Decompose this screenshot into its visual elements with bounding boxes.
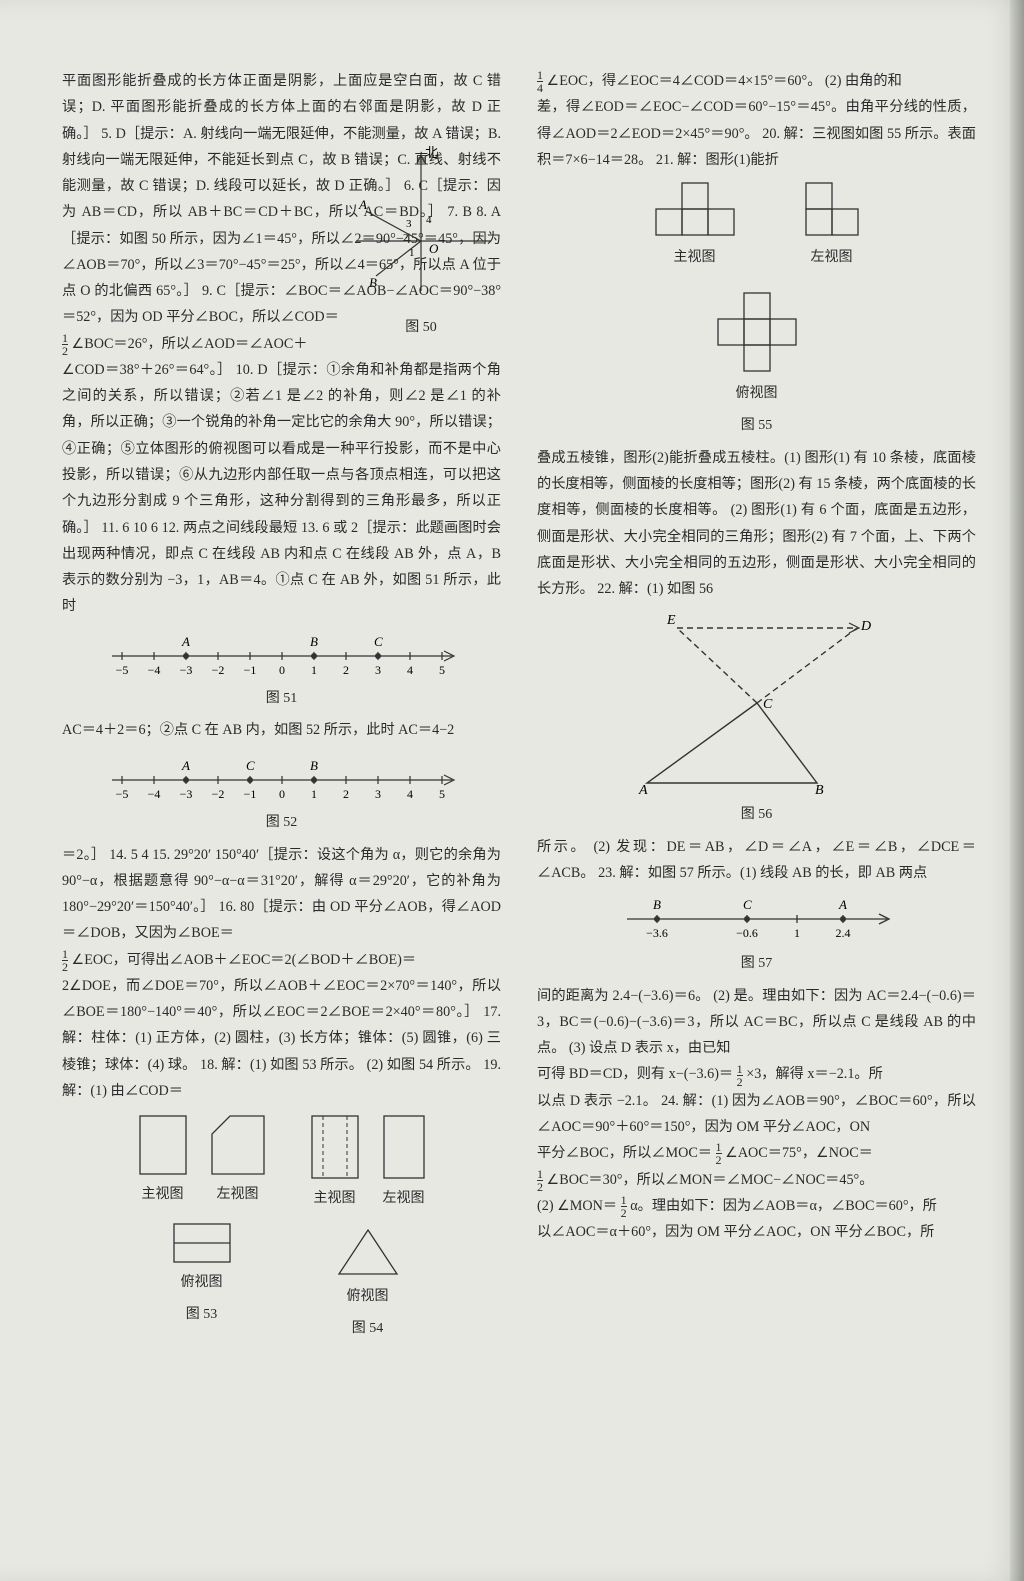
page: 平面图形能折叠成的长方体正面是阴影，上面应是空白面，故 C 错误；D. 平面图形…: [0, 0, 1024, 1581]
svg-text:0: 0: [279, 663, 285, 677]
svg-text:−0.6: −0.6: [736, 926, 758, 940]
left-para-3: AC＝4＋2＝6；②点 C 在 AB 内，如图 52 所示，此时 AC＝4−2: [62, 717, 501, 743]
fig-51: A B C −5 −4 −3 −2 −1 0 1 2 3 4 5 图 51: [62, 626, 501, 712]
svg-text:B: B: [310, 758, 318, 773]
fig55-top: 俯视图: [537, 381, 976, 407]
fig-52-label: 图 52: [62, 810, 501, 836]
svg-text:−5: −5: [115, 787, 128, 801]
svg-text:−4: −4: [147, 663, 160, 677]
svg-text:2: 2: [343, 663, 349, 677]
right-para-1a: 14 ∠EOC，得∠EOC＝4∠COD＝4×15°＝60°。 (2) 由角的和: [537, 68, 976, 94]
svg-text:5: 5: [439, 663, 445, 677]
fig-52: A C B −5 −4 −3 −2 −1 0 1 2 3 4 5 图 52: [62, 750, 501, 836]
right-para-1: 差，得∠EOD＝∠EOC−∠COD＝60°−15°＝45°。由角平分线的性质，得…: [537, 94, 976, 173]
fig55-label: 图 55: [537, 413, 976, 439]
fig55-front: 主视图: [650, 245, 740, 271]
svg-text:2: 2: [343, 787, 349, 801]
svg-text:3: 3: [375, 787, 381, 801]
svg-text:A: A: [838, 897, 847, 912]
svg-text:A: A: [638, 783, 648, 798]
svg-text:3: 3: [375, 663, 381, 677]
svg-text:B: B: [310, 634, 318, 649]
svg-text:D: D: [860, 619, 871, 634]
text: ×3，解得 x＝−2.1。所: [746, 1066, 883, 1082]
text: ∠EOC，得∠EOC＝4∠COD＝4×15°＝60°。 (2) 由角的和: [547, 73, 902, 89]
left-para-4b: 12 ∠EOC，可得出∠AOB＋∠EOC＝2(∠BOD＋∠BOE)＝: [62, 947, 501, 973]
fig-56: A B C E D 图 56: [537, 608, 976, 828]
svg-text:1: 1: [311, 787, 317, 801]
svg-text:C: C: [246, 758, 255, 773]
text: 可得 BD＝CD，则有 x−(−3.6)＝: [537, 1066, 733, 1082]
fig53-label: 图 53: [136, 1302, 268, 1328]
svg-text:0: 0: [279, 787, 285, 801]
right-para-5c: 12 ∠BOC＝30°，所以∠MON＝∠MOC−∠NOC＝45°。: [537, 1167, 976, 1193]
text: ∠BOC＝26°，所以∠AOD＝∠AOC＋: [72, 336, 308, 352]
svg-text:4: 4: [407, 663, 413, 677]
text: ∠AOC＝75°，∠NOC＝: [725, 1145, 873, 1161]
svg-text:1: 1: [794, 926, 800, 940]
fig57-label: 图 57: [537, 951, 976, 977]
svg-text:−1: −1: [243, 663, 256, 677]
text: 平面图形能折叠成的长方体正面是阴影，上面应是空白面，故 C 错误；D. 平面图形…: [62, 73, 501, 325]
svg-text:1: 1: [311, 663, 317, 677]
svg-text:4: 4: [407, 787, 413, 801]
text: (2) ∠MON＝: [537, 1198, 617, 1214]
text: 平分∠BOC，所以∠MOC＝: [537, 1145, 712, 1161]
fig-50-label: 图 50: [341, 315, 501, 341]
svg-text:−3: −3: [179, 663, 192, 677]
svg-text:−2: −2: [211, 663, 224, 677]
right-para-3: 所示。 (2) 发现：DE＝AB，∠D＝∠A，∠E＝∠B，∠DCE＝∠ACB。 …: [537, 834, 976, 887]
fig53-top: 俯视图: [136, 1270, 268, 1296]
text: ∠BOC＝30°，所以∠MON＝∠MOC−∠NOC＝45°。: [547, 1172, 874, 1188]
fig-51-svg: A B C −5 −4 −3 −2 −1 0 1 2 3 4 5: [92, 626, 472, 682]
right-para-4b: 可得 BD＝CD，则有 x−(−3.6)＝ 12 ×3，解得 x＝−2.1。所: [537, 1061, 976, 1087]
fig54-top: 俯视图: [308, 1284, 428, 1310]
svg-text:−5: −5: [115, 663, 128, 677]
left-para-2: ∠COD＝38°＋26°＝64°。］ 10. D［提示：①余角和补角都是指两个角…: [62, 357, 501, 620]
right-para-6: (2) ∠MON＝ 12 α。理由如下：因为∠AOB＝α，∠BOC＝60°，所: [537, 1193, 976, 1219]
text: α。理由如下：因为∠AOB＝α，∠BOC＝60°，所: [630, 1198, 937, 1214]
svg-text:C: C: [763, 697, 773, 712]
left-para-5: 2∠DOE，而∠DOE＝70°，所以∠AOB＋∠EOC＝2×70°＝140°，所…: [62, 973, 501, 1104]
fig54-front: 主视图: [308, 1186, 362, 1212]
svg-text:A: A: [181, 634, 190, 649]
svg-text:−3: −3: [179, 787, 192, 801]
svg-text:−4: −4: [147, 787, 160, 801]
left-para-4: ＝2。］ 14. 5 4 15. 29°20′ 150°40′［提示：设这个角为…: [62, 842, 501, 947]
svg-text:5: 5: [439, 787, 445, 801]
svg-text:B: B: [653, 897, 661, 912]
fig55-left: 左视图: [800, 245, 864, 271]
svg-text:−1: −1: [243, 787, 256, 801]
svg-text:C: C: [374, 634, 383, 649]
svg-text:−2: −2: [211, 787, 224, 801]
fig-55: 主视图 左视图 俯视图 图 55: [537, 179, 976, 439]
svg-text:−3.6: −3.6: [646, 926, 668, 940]
fig-53-54: 主视图 左视图 俯视图 图 53 主视图 左: [62, 1112, 501, 1348]
fig-52-svg: A C B −5 −4 −3 −2 −1 0 1 2 3 4 5: [92, 750, 472, 806]
fig53-front: 主视图: [136, 1182, 190, 1208]
right-para-5b: 平分∠BOC，所以∠MOC＝ 12 ∠AOC＝75°，∠NOC＝: [537, 1140, 976, 1166]
svg-text:B: B: [815, 783, 824, 798]
svg-text:2.4: 2.4: [835, 926, 850, 940]
fig54-label: 图 54: [308, 1316, 428, 1342]
fig-57: B C A −3.6 −0.6 1 2.4 图 57: [537, 893, 976, 977]
svg-text:E: E: [666, 613, 676, 628]
right-para-7: 以∠AOC＝α＋60°，因为 OM 平分∠AOC，ON 平分∠BOC，所: [537, 1219, 976, 1245]
fig56-label: 图 56: [537, 802, 976, 828]
left-para-1: 平面图形能折叠成的长方体正面是阴影，上面应是空白面，故 C 错误；D. 平面图形…: [62, 68, 501, 331]
fig-56-svg: A B C E D: [607, 608, 907, 798]
text: ∠EOC，可得出∠AOB＋∠EOC＝2(∠BOD＋∠BOE)＝: [72, 952, 417, 968]
svg-text:A: A: [181, 758, 190, 773]
right-para-2: 叠成五棱锥，图形(2)能折叠成五棱柱。(1) 图形(1) 有 10 条棱，底面棱…: [537, 445, 976, 603]
fig53-left: 左视图: [208, 1182, 268, 1208]
right-para-5: 以点 D 表示 −2.1。 24. 解：(1) 因为∠AOB＝90°，∠BOC＝…: [537, 1088, 976, 1141]
fig-51-label: 图 51: [62, 686, 501, 712]
svg-text:C: C: [743, 897, 752, 912]
right-para-4: 间的距离为 2.4−(−3.6)＝6。 (2) 是。理由如下：因为 AC＝2.4…: [537, 983, 976, 1062]
fig54-left: 左视图: [380, 1186, 428, 1212]
